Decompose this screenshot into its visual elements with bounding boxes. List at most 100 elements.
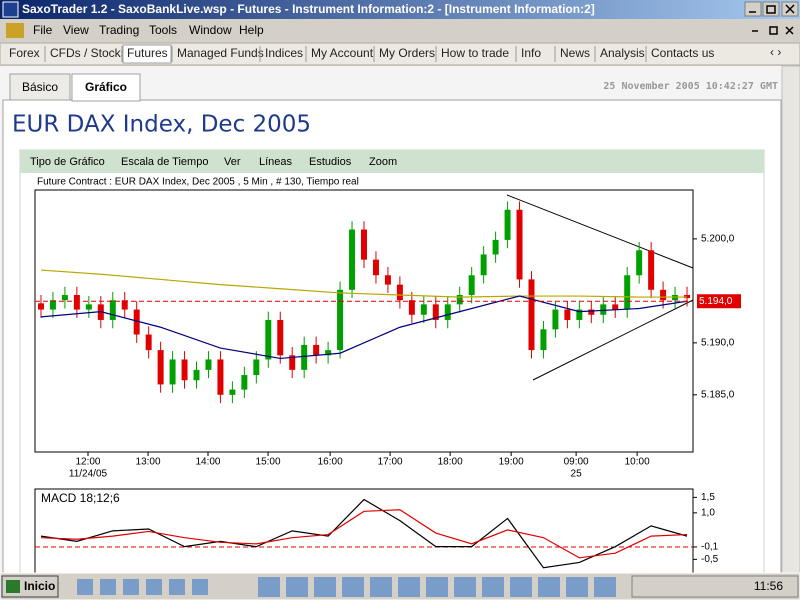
- scrollbar[interactable]: [781, 65, 800, 574]
- candle-body: [420, 304, 427, 315]
- y-tick-label: -0,5: [701, 554, 719, 565]
- y-tick-label: 1,5: [701, 492, 715, 503]
- menu-item[interactable]: Help: [239, 23, 264, 37]
- task[interactable]: [314, 577, 336, 597]
- menu-item[interactable]: View: [63, 23, 89, 37]
- candle-body: [408, 300, 415, 315]
- candle-body: [193, 369, 200, 381]
- nav-item[interactable]: News: [560, 46, 590, 60]
- candle-body: [277, 319, 284, 356]
- nav-item[interactable]: Forex: [9, 46, 40, 60]
- y-tick-label: 5.200,0: [701, 234, 735, 245]
- start-label[interactable]: Inicio: [24, 579, 55, 593]
- nav-item[interactable]: My Account: [311, 46, 374, 60]
- task[interactable]: [510, 577, 532, 597]
- heading: EUR DAX Index, Dec 2005: [12, 112, 311, 138]
- candle-body: [325, 350, 332, 356]
- icon[interactable]: [77, 579, 93, 595]
- nav-item[interactable]: Info: [521, 46, 541, 60]
- candle-body: [253, 359, 260, 376]
- toolbar-item[interactable]: Tipo de Gráfico: [30, 156, 105, 168]
- last-price-label: 5.194,0: [699, 296, 733, 307]
- nav-scroll[interactable]: ‹ ›: [770, 45, 781, 59]
- y-tick-label: 5.185,0: [701, 389, 735, 400]
- task[interactable]: [538, 577, 560, 597]
- nav-item[interactable]: How to trade: [441, 46, 509, 60]
- tab-label[interactable]: Gráfico: [85, 80, 127, 94]
- task[interactable]: [482, 577, 504, 597]
- toolbar-item[interactable]: Zoom: [369, 156, 397, 168]
- task[interactable]: [286, 577, 308, 597]
- y-tick-label: 5.190,0: [701, 337, 735, 348]
- icon[interactable]: [192, 579, 208, 595]
- toolbar-item[interactable]: Líneas: [259, 156, 293, 168]
- nav-bar: [0, 42, 800, 66]
- menu-icon: [6, 23, 24, 38]
- task[interactable]: [566, 577, 588, 597]
- x-tick-label: 15:00: [256, 457, 281, 468]
- icon[interactable]: [100, 579, 116, 595]
- task[interactable]: [342, 577, 364, 597]
- minimize[interactable]: [744, 1, 762, 17]
- candle-body: [61, 295, 68, 301]
- candle-body: [313, 344, 320, 356]
- task[interactable]: [594, 577, 616, 597]
- candle-body: [456, 295, 463, 305]
- candle-body: [516, 209, 523, 280]
- candle-body: [372, 259, 379, 276]
- task[interactable]: [454, 577, 476, 597]
- icon[interactable]: [169, 579, 185, 595]
- window-title: SaxoTrader 1.2 - SaxoBankLive.wsp - Futu…: [22, 2, 595, 16]
- icon[interactable]: [146, 579, 162, 595]
- candle-body: [361, 229, 367, 260]
- candle-body: [588, 309, 595, 315]
- candle-body: [504, 209, 511, 240]
- macd-plot: [34, 488, 694, 574]
- task[interactable]: [426, 577, 448, 597]
- chart-subtitle: Future Contract : EUR DAX Index, Dec 200…: [37, 177, 359, 188]
- candle-body: [612, 304, 619, 310]
- nav-item[interactable]: My Orders: [379, 46, 435, 60]
- x-tick-label: 13:00: [136, 457, 161, 468]
- candle-body: [205, 359, 212, 370]
- menu-item[interactable]: Trading: [99, 23, 139, 37]
- nav-item[interactable]: CFDs / Stocks: [50, 46, 127, 60]
- macd-line: [40, 498, 688, 569]
- child-buttons: [752, 26, 794, 35]
- candle-body: [480, 254, 487, 276]
- nav-item[interactable]: Indices: [265, 46, 303, 60]
- candle-body: [600, 304, 607, 315]
- nav-item[interactable]: Analysis: [600, 46, 645, 60]
- icon[interactable]: [123, 579, 139, 595]
- tab[interactable]: [9, 73, 71, 101]
- task[interactable]: [370, 577, 392, 597]
- x-tick-label: 17:00: [378, 457, 403, 468]
- task[interactable]: [258, 577, 280, 597]
- nav-item[interactable]: Contacts us: [651, 46, 714, 60]
- candle-body: [349, 229, 356, 290]
- task[interactable]: [398, 577, 420, 597]
- menu-item[interactable]: Tools: [149, 23, 177, 37]
- restore[interactable]: [762, 1, 780, 17]
- candle-body: [301, 344, 308, 370]
- start-logo: [6, 580, 20, 593]
- toolbar-item[interactable]: Escala de Tiempo: [121, 156, 208, 168]
- app-icon: [2, 1, 19, 18]
- tab[interactable]: [71, 73, 141, 102]
- moving-average: [40, 269, 688, 298]
- tab-label[interactable]: Básico: [22, 80, 58, 94]
- nav-item[interactable]: Futures: [127, 46, 168, 60]
- x-tick-label: 12:00: [75, 457, 100, 468]
- chart-toolbar: [20, 150, 764, 173]
- toolbar-item[interactable]: Estudios: [309, 156, 352, 168]
- candle-body: [576, 309, 583, 320]
- candle-body: [217, 359, 224, 395]
- candle-body: [145, 334, 152, 351]
- menu-item[interactable]: File: [33, 23, 53, 37]
- menu-item[interactable]: Window: [189, 23, 232, 37]
- toolbar-item[interactable]: Ver: [224, 156, 241, 168]
- x-tick-label: 10:00: [625, 457, 650, 468]
- nav-item[interactable]: Managed Funds: [177, 46, 264, 60]
- candle-body: [337, 289, 344, 351]
